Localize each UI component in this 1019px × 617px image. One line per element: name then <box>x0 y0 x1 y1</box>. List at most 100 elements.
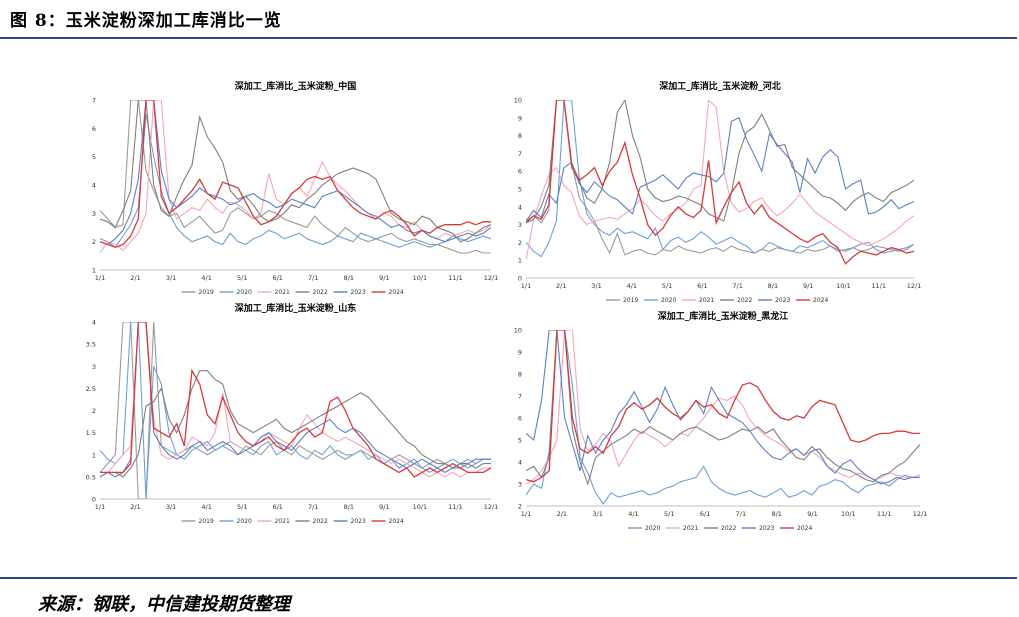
chart-heilongjiang: 深加工_库消比_玉米淀粉_黑龙江 2 3 4 5 6 7 8 9 10 1/1 2/1 3/1 4/1 5/… <box>514 310 928 532</box>
x-tick-label: 7/1 <box>732 282 742 290</box>
x-tick-label: 1/1 <box>521 282 531 290</box>
legend-label-2024: 2024 <box>389 289 404 296</box>
x-tick-label: 5/1 <box>662 282 672 290</box>
series-line-2024 <box>526 100 914 265</box>
x-tick-label: 3/1 <box>166 503 176 511</box>
legend-label-2023: 2023 <box>351 518 366 525</box>
y-tick-label: 10 <box>514 327 522 335</box>
y-tick-label: 4 <box>518 203 522 211</box>
legend-label-2020: 2020 <box>237 518 252 525</box>
x-tick-label: 3/1 <box>591 282 601 290</box>
x-tick-label: 5/1 <box>664 510 674 518</box>
legend-label-2021: 2021 <box>699 297 714 304</box>
x-tick-label: 2/1 <box>130 274 140 282</box>
y-tick-label: 8 <box>518 371 522 379</box>
series-line-2024 <box>100 100 491 248</box>
y-tick-label: 2.5 <box>86 385 96 393</box>
y-tick-label: 1.5 <box>86 429 96 437</box>
x-tick-label: 11/1 <box>871 282 886 290</box>
chart-panel-hebei: 深加工_库消比_玉米淀粉_河北 0 1 2 3 4 5 6 7 8 9 10 1/1 2/1 3/1 4/1 5… <box>512 78 930 308</box>
y-tick-label: 9 <box>518 349 522 357</box>
legend-label-2021: 2021 <box>275 289 290 296</box>
y-tick-label: 5 <box>518 186 522 194</box>
x-tick-label: 10/1 <box>836 282 851 290</box>
chart-title: 深加工_库消比_玉米淀粉_黑龙江 <box>658 310 789 322</box>
series-line-2024 <box>100 322 491 478</box>
chart-hebei: 深加工_库消比_玉米淀粉_河北 0 1 2 3 4 5 6 7 8 9 10 1/1 2/1 3/1 4/1 5… <box>514 80 922 304</box>
legend-label-2019: 2019 <box>199 289 214 296</box>
y-tick-label: 5 <box>518 437 522 445</box>
x-tick-label: 5/1 <box>237 503 247 511</box>
x-tick-label: 7/1 <box>736 510 746 518</box>
series-line-2022 <box>526 100 914 224</box>
y-tick-label: 1 <box>92 267 96 275</box>
x-tick-label: 10/1 <box>413 274 428 282</box>
x-tick-label: 7/1 <box>308 503 318 511</box>
legend-label-2019: 2019 <box>199 518 214 525</box>
x-tick-label: 3/1 <box>166 274 176 282</box>
x-tick-label: 9/1 <box>803 282 813 290</box>
x-tick-label: 8/1 <box>344 274 354 282</box>
x-tick-label: 1/1 <box>521 510 531 518</box>
x-tick-label: 8/1 <box>344 503 354 511</box>
series-line-2019 <box>100 100 491 254</box>
legend-label-2020: 2020 <box>237 289 252 296</box>
legend-label-2021: 2021 <box>683 525 698 532</box>
x-tick-label: 10/1 <box>413 503 428 511</box>
y-tick-label: 4 <box>92 182 96 190</box>
series-line-2019 <box>526 100 914 256</box>
source-note: 来源：钢联，中信建投期货整理 <box>38 594 290 615</box>
y-tick-label: 1 <box>92 451 96 459</box>
y-tick-label: 7 <box>518 393 522 401</box>
y-tick-label: 0 <box>92 496 96 504</box>
legend-label-2019: 2019 <box>623 297 638 304</box>
y-tick-label: 0 <box>518 275 522 283</box>
series-line-2023 <box>526 330 920 485</box>
x-tick-label: 2/1 <box>556 282 566 290</box>
x-tick-label: 12/1 <box>484 503 499 511</box>
x-tick-label: 1/1 <box>95 274 105 282</box>
chart-panel-heilongjiang: 深加工_库消比_玉米淀粉_黑龙江 2 3 4 5 6 7 8 9 10 1/1 2/1 3/1 4/1 5/… <box>512 308 930 538</box>
series-line-2020 <box>100 114 491 249</box>
chart-title: 深加工_库消比_玉米淀粉_河北 <box>659 80 781 92</box>
x-tick-label: 12/1 <box>907 282 922 290</box>
y-tick-label: 9 <box>518 114 522 122</box>
x-tick-label: 4/1 <box>201 274 211 282</box>
legend-label-2023: 2023 <box>775 297 790 304</box>
legend-label-2022: 2022 <box>721 525 736 532</box>
series-line-2022 <box>526 330 920 486</box>
x-tick-label: 10/1 <box>841 510 856 518</box>
series-line-2023 <box>100 322 491 478</box>
legend-label-2022: 2022 <box>313 518 328 525</box>
series-line-2022 <box>100 100 491 243</box>
y-tick-label: 10 <box>514 97 522 105</box>
x-tick-label: 4/1 <box>628 510 638 518</box>
series-line-2022 <box>100 370 491 478</box>
x-tick-label: 6/1 <box>697 282 707 290</box>
chart-panel-china: 深加工_库消比_玉米淀粉_中国 1 2 3 4 5 6 7 1/1 2/1 3/1 4/1 5/1 6/1… <box>86 78 506 303</box>
legend-label-2022: 2022 <box>737 297 752 304</box>
y-tick-label: 3 <box>92 363 96 371</box>
series-line-2023 <box>526 117 914 222</box>
x-tick-label: 8/1 <box>768 282 778 290</box>
legend-label-2024: 2024 <box>389 518 404 525</box>
x-tick-label: 5/1 <box>237 274 247 282</box>
y-tick-label: 3 <box>92 210 96 218</box>
x-tick-label: 9/1 <box>379 503 389 511</box>
y-tick-label: 6 <box>518 168 522 176</box>
x-tick-label: 8/1 <box>771 510 781 518</box>
x-tick-label: 6/1 <box>272 503 282 511</box>
y-tick-label: 3 <box>518 481 522 489</box>
legend-label-2024: 2024 <box>813 297 828 304</box>
series-line-2021 <box>526 330 920 485</box>
x-tick-label: 2/1 <box>557 510 567 518</box>
x-tick-label: 6/1 <box>272 274 282 282</box>
y-tick-label: 7 <box>518 150 522 158</box>
x-tick-label: 1/1 <box>95 503 105 511</box>
y-tick-label: 2 <box>92 407 96 415</box>
chart-title: 深加工_库消比_玉米淀粉_中国 <box>235 80 357 92</box>
legend-label-2020: 2020 <box>645 525 660 532</box>
top-rule <box>0 37 1017 39</box>
legend-label-2021: 2021 <box>275 518 290 525</box>
y-tick-label: 7 <box>92 97 96 105</box>
